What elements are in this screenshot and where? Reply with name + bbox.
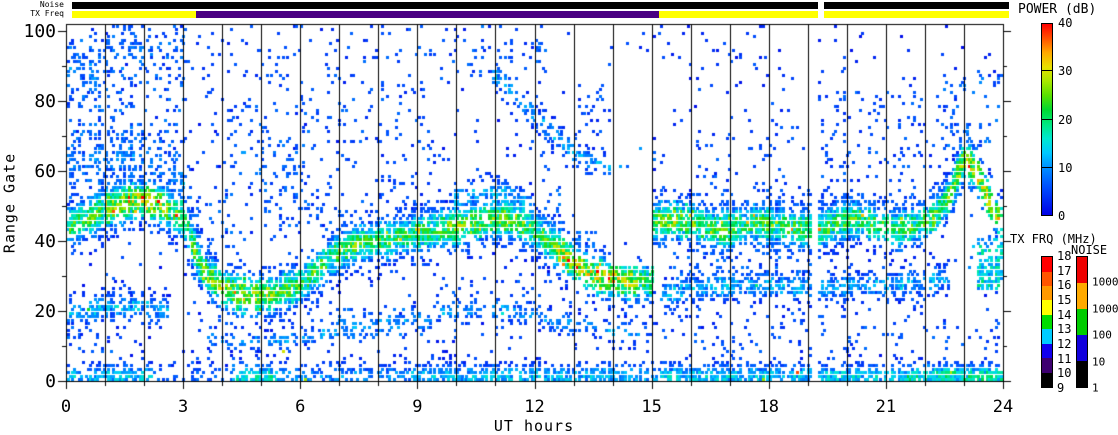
power-colorbar-tick-label: 10 — [1058, 160, 1073, 175]
tx-freq-strip-segment — [195, 11, 659, 18]
power-colorbar-tick-label: 40 — [1058, 16, 1073, 30]
x-tick-label: 21 — [875, 397, 897, 417]
txfrq-colorbar-tick-label: 10 — [1057, 366, 1072, 381]
x-tick-label: 15 — [641, 397, 662, 417]
txfrq-colorbar-tick-label: 11 — [1057, 351, 1072, 366]
noise-colorbar-tick-label: 1000 — [1092, 302, 1118, 316]
tx-freq-strip-segment — [824, 11, 1009, 18]
x-tick-label: 0 — [60, 397, 72, 417]
y-tick-label: 0 — [45, 371, 56, 392]
x-tick-label: 9 — [412, 397, 423, 417]
x-tick-label: 6 — [295, 397, 306, 417]
noise-colorbar-segment — [1077, 283, 1087, 309]
x-axis-title: UT hours — [493, 417, 575, 435]
x-tick-label: 12 — [524, 397, 545, 417]
tx-freq-strip-segment — [72, 11, 196, 18]
txfrq-colorbar-tick-label: 9 — [1057, 381, 1065, 395]
x-tick-label: 24 — [992, 397, 1014, 417]
noise-colorbar-segment — [1077, 257, 1087, 283]
txfrq-colorbar-segment — [1042, 285, 1052, 301]
noise-colorbar-tick-label: 10000 — [1092, 275, 1118, 289]
power-colorbar-divider — [1042, 166, 1052, 168]
txfrq-colorbar-segment — [1042, 343, 1052, 359]
y-tick-label: 80 — [34, 91, 56, 112]
tx-freq-strip-segment — [658, 11, 819, 18]
power-colorbar-tick-label: 30 — [1058, 64, 1073, 79]
noise-colorbar-segment — [1077, 361, 1087, 387]
power-colorbar-divider — [1042, 70, 1052, 72]
y-tick-label: 20 — [34, 301, 56, 322]
y-tick-label: 100 — [23, 21, 56, 42]
x-tick-label: 3 — [178, 397, 189, 417]
txfrq-colorbar-tick-label: 14 — [1057, 307, 1072, 322]
noise-colorbar-segment — [1077, 335, 1087, 361]
txfrq-colorbar — [1041, 256, 1053, 388]
noise-strip-segment — [824, 2, 1009, 9]
txfrq-colorbar-segment — [1042, 257, 1052, 272]
noise-colorbar-tick-label: 1 — [1092, 381, 1099, 395]
txfrq-colorbar-tick-label: 17 — [1057, 263, 1072, 278]
power-colorbar-title: POWER (dB) — [1018, 2, 1097, 17]
txfrq-colorbar-tick-label: 18 — [1057, 249, 1072, 263]
txfrq-colorbar-tick-label: 13 — [1057, 322, 1072, 337]
txfrq-colorbar-segment — [1042, 372, 1052, 387]
noise-colorbar-segment — [1077, 309, 1087, 335]
noise-colorbar-tick-label: 100 — [1092, 328, 1112, 342]
noise-strip-label: Noise — [39, 0, 64, 9]
txfrq-colorbar-segment — [1042, 358, 1052, 373]
tx-freq-strip-label: TX Freq — [30, 9, 64, 18]
txfrq-colorbar-segment — [1042, 271, 1052, 286]
txfrq-colorbar-segment — [1042, 314, 1052, 330]
power-colorbar-tick-label: 20 — [1058, 112, 1073, 127]
power-colorbar — [1041, 23, 1053, 216]
power-colorbar-divider — [1042, 118, 1052, 120]
y-tick-label: 40 — [34, 231, 56, 252]
txfrq-colorbar-title: TX FRQ (MHz) — [1010, 232, 1097, 246]
power-colorbar-tick-label: 0 — [1058, 209, 1066, 223]
txfrq-colorbar-tick-label: 15 — [1057, 293, 1072, 307]
x-tick-label: 18 — [758, 397, 779, 417]
txfrq-colorbar-tick-label: 16 — [1057, 278, 1072, 293]
noise-colorbar — [1076, 256, 1088, 388]
y-tick-label: 60 — [34, 161, 56, 182]
noise-colorbar-title: NOISE — [1071, 243, 1108, 257]
txfrq-colorbar-segment — [1042, 300, 1052, 315]
txfrq-colorbar-tick-label: 12 — [1057, 337, 1072, 351]
noise-strip-segment — [72, 2, 819, 9]
txfrq-colorbar-segment — [1042, 329, 1052, 344]
noise-colorbar-tick-label: 10 — [1092, 355, 1106, 369]
